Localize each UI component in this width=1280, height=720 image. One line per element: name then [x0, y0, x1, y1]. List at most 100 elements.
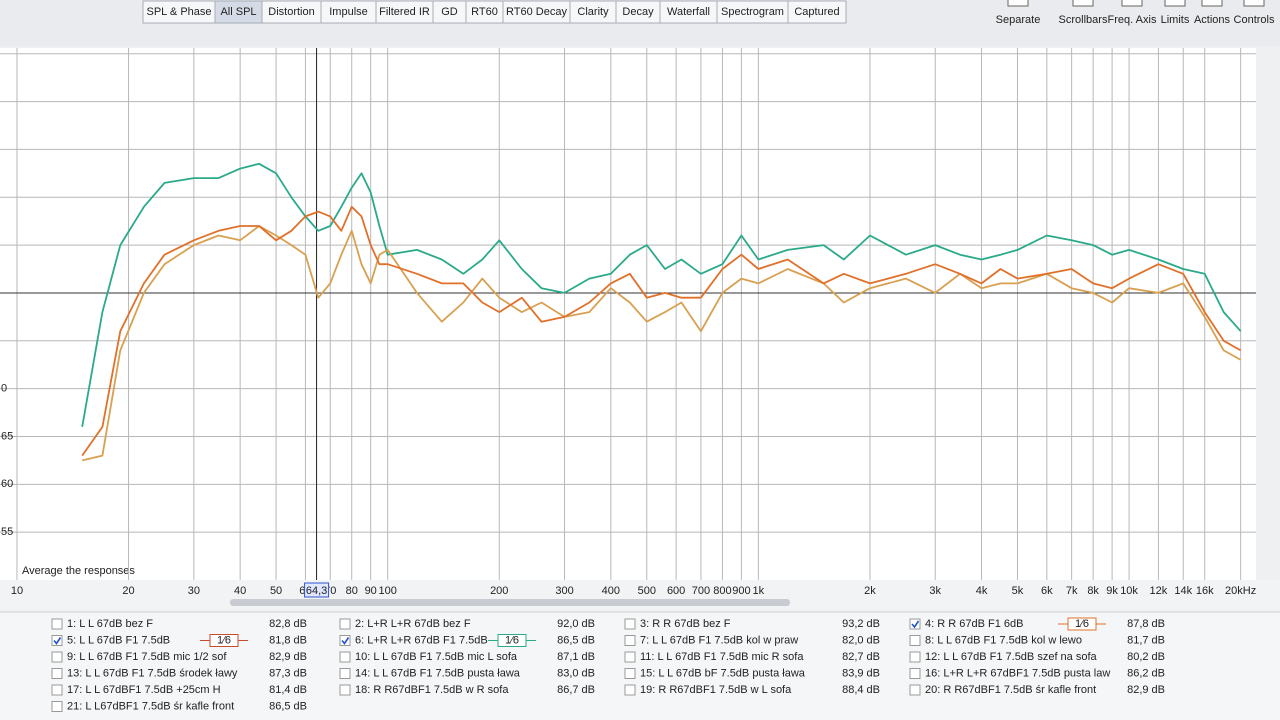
x-tick-label: 12k: [1150, 585, 1168, 597]
entry-label: 17: L L 67dBF1 7.5dB +25cm H: [67, 684, 221, 696]
entry-level: 87,1 dB: [557, 651, 595, 663]
y-tick-label: 65: [1, 430, 13, 442]
control-label: Scrollbars: [1059, 14, 1108, 26]
checkbox[interactable]: [51, 684, 63, 696]
entry-level: 82,9 dB: [1127, 684, 1165, 696]
checkbox[interactable]: [339, 651, 351, 663]
entry-level: 80,2 dB: [1127, 651, 1165, 663]
entry-level: 83,9 dB: [842, 667, 880, 679]
entry-level: 86,5 dB: [269, 700, 307, 712]
tab-label: GD: [441, 6, 458, 18]
entry-label: 7: L L 67dB F1 7.5dB kol w praw: [640, 634, 798, 646]
checkbox[interactable]: [339, 668, 351, 679]
x-tick-label: 10: [11, 585, 23, 597]
control-label: Actions: [1194, 14, 1231, 26]
checkbox[interactable]: [909, 668, 921, 679]
tab[interactable]: [787, 0, 847, 24]
x-tick-label: 20kHz: [1225, 585, 1256, 597]
tab-label: Distortion: [268, 6, 314, 18]
y-tick-label: 0: [1, 383, 7, 395]
checkbox[interactable]: [624, 618, 636, 630]
checkbox[interactable]: [909, 684, 921, 696]
checkbox[interactable]: [624, 668, 636, 679]
entry-label: 19: R R67dBF1 7.5dB w L sofa: [640, 684, 792, 696]
x-tick-label: 50: [270, 585, 282, 597]
entry-label: 20: R R67dBF1 7.5dB śr kafle front: [925, 684, 1096, 696]
entry-label: 4: R R 67dB F1 6dB: [925, 618, 1023, 630]
x-tick-label: 900: [732, 585, 750, 597]
entry-label: 11: L L 67dB F1 7.5dB mic R sofa: [640, 651, 804, 663]
checkbox[interactable]: [909, 651, 921, 663]
x-tick-label: 200: [490, 585, 508, 597]
tab-label: Decay: [622, 6, 654, 18]
entry-label: 18: R R67dBF1 7.5dB w R sofa: [355, 684, 509, 696]
curve: [81, 205, 1242, 457]
checkbox[interactable]: [624, 684, 636, 696]
entry-label: 3: R R 67dB bez F: [640, 618, 731, 630]
entry-level: 93,2 dB: [842, 618, 880, 630]
legend-panel: [0, 612, 1280, 720]
checkmark: [53, 637, 62, 645]
checkbox[interactable]: [51, 668, 63, 679]
control-icon[interactable]: [1201, 0, 1223, 7]
smoothing-badge[interactable]: [497, 634, 527, 647]
x-tick-label: 2k: [864, 585, 876, 597]
x-tick-label: 500: [638, 585, 656, 597]
x-tick-label: 7k: [1066, 585, 1078, 597]
entry-level: 82,7 dB: [842, 651, 880, 663]
checkbox[interactable]: [51, 651, 63, 663]
checkbox[interactable]: [624, 635, 636, 646]
entry-label: 1: L L 67dB bez F: [67, 618, 153, 630]
smoothing-badge[interactable]: [209, 634, 239, 647]
cursor-box: [304, 582, 330, 598]
x-tick-label: 20: [122, 585, 134, 597]
control-icon[interactable]: [1007, 0, 1029, 7]
x-tick-label: 100: [378, 585, 396, 597]
tab-label: All SPL: [220, 6, 256, 18]
control-icon[interactable]: [1072, 0, 1094, 7]
entry-level: 81,8 dB: [269, 634, 307, 646]
entry-level: 87,3 dB: [269, 667, 307, 679]
tab-label: Impulse: [329, 6, 368, 18]
scrollbar[interactable]: [230, 599, 790, 606]
x-tick-label: 800: [713, 585, 731, 597]
x-tick-label: 700: [692, 585, 710, 597]
x-tick-label: 10k: [1120, 585, 1138, 597]
checkbox[interactable]: [624, 651, 636, 663]
tab-label: Captured: [794, 6, 839, 18]
x-tick-label: 6k: [1041, 585, 1053, 597]
x-tick-label: 4k: [976, 585, 988, 597]
entry-level: 83,0 dB: [557, 667, 595, 679]
entry-level: 87,8 dB: [1127, 618, 1165, 630]
entry-level: 82,0 dB: [842, 634, 880, 646]
entry-level: 86,7 dB: [557, 684, 595, 696]
entry-label: 13: L L 67dB F1 7.5dB środek ławy: [67, 667, 238, 679]
control-icon[interactable]: [1164, 0, 1186, 7]
checkbox[interactable]: [51, 635, 63, 646]
entry-label: 9: L L 67dB F1 7.5dB mic 1/2 sof: [67, 651, 227, 663]
x-tick-label: 5k: [1012, 585, 1024, 597]
control-label: Limits: [1161, 14, 1190, 26]
checkbox[interactable]: [51, 618, 63, 630]
checkbox[interactable]: [339, 635, 351, 646]
checkbox[interactable]: [909, 618, 921, 630]
checkbox[interactable]: [909, 635, 921, 646]
checkbox[interactable]: [339, 684, 351, 696]
control-label: Controls: [1234, 14, 1275, 26]
entry-label: 10: L L 67dB F1 7.5dB mic L sofa: [355, 651, 518, 663]
entry-label: 6: L+R L+R 67dB F1 7.5dB: [355, 634, 488, 646]
checkbox[interactable]: [339, 618, 351, 630]
entry-level: 86,2 dB: [1127, 667, 1165, 679]
control-icon[interactable]: [1121, 0, 1143, 7]
x-tick-label: 300: [555, 585, 573, 597]
tab-label: Clarity: [577, 6, 609, 18]
smoothing-badge[interactable]: [1067, 617, 1097, 631]
entry-level: 82,9 dB: [269, 651, 307, 663]
x-tick-label: 14k: [1174, 585, 1192, 597]
entry-level: 92,0 dB: [557, 618, 595, 630]
control-icon[interactable]: [1243, 0, 1265, 7]
entry-level: 86,5 dB: [557, 634, 595, 646]
checkbox[interactable]: [51, 701, 63, 712]
tab-label: Filtered IR: [379, 6, 430, 18]
entry-level: 81,4 dB: [269, 684, 307, 696]
